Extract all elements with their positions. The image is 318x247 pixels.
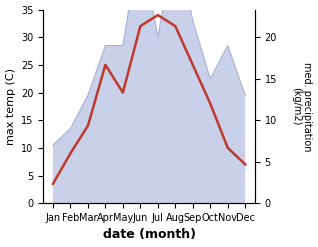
Y-axis label: med. precipitation
(kg/m2): med. precipitation (kg/m2) bbox=[291, 62, 313, 151]
X-axis label: date (month): date (month) bbox=[103, 228, 196, 242]
Y-axis label: max temp (C): max temp (C) bbox=[5, 68, 16, 145]
